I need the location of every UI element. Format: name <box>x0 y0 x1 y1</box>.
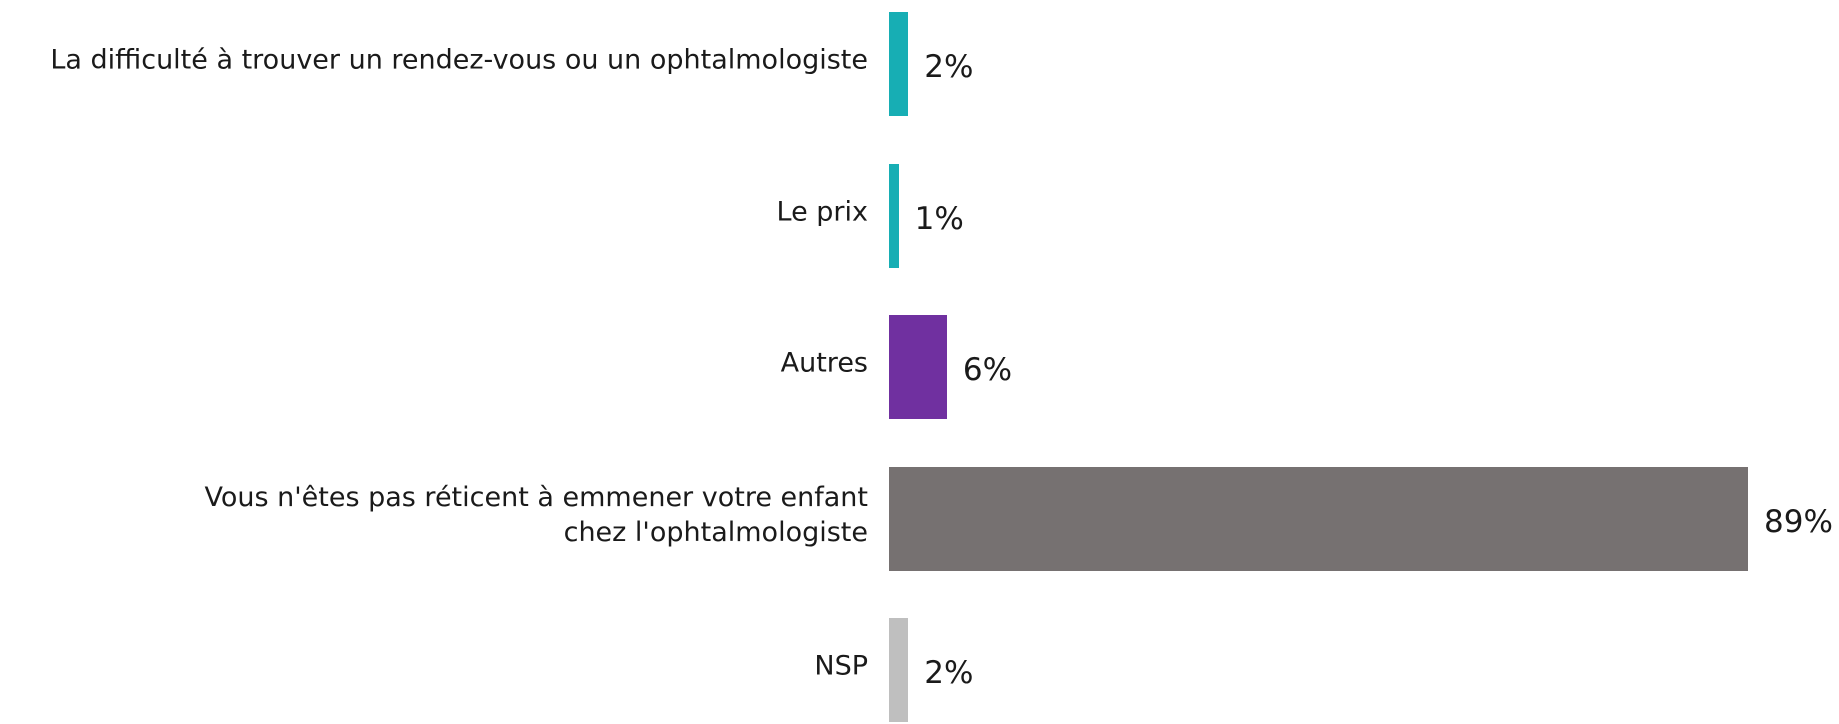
bar <box>889 315 947 419</box>
value-label: 2% <box>924 654 974 691</box>
category-label: NSP <box>814 650 868 682</box>
value-label: 1% <box>914 200 964 237</box>
category-label: Autres <box>780 347 868 379</box>
category-label: La difficulté à trouver un rendez-vous o… <box>50 44 868 76</box>
bar <box>889 12 909 116</box>
category-label: Le prix <box>776 195 868 227</box>
value-label: 6% <box>962 351 1013 388</box>
category-label: Vous n'êtes pas réticent à emmener votre… <box>204 481 868 548</box>
bar <box>889 466 1748 571</box>
value-label: 89% <box>1764 503 1833 540</box>
value-label: 2% <box>924 48 974 85</box>
bar <box>889 618 909 722</box>
bar <box>889 163 899 268</box>
